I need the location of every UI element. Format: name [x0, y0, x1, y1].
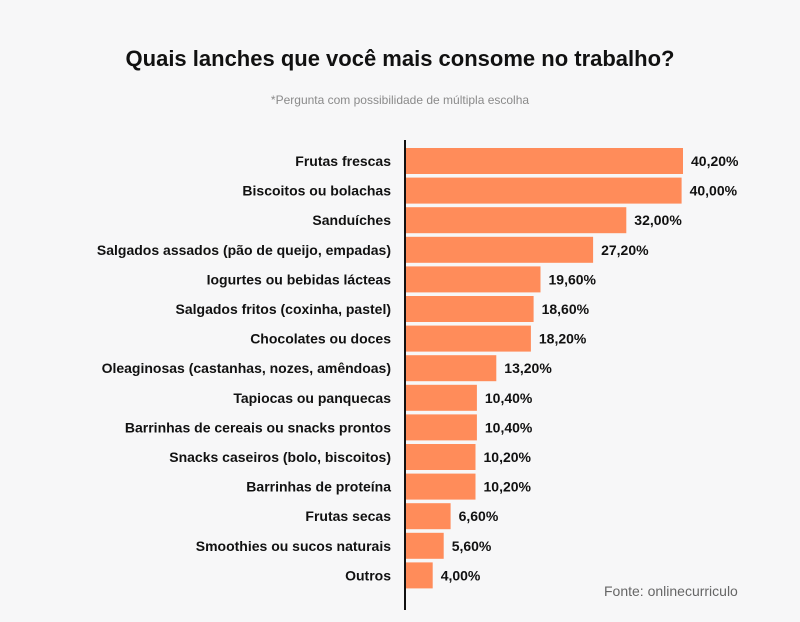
category-label: Iogurtes ou bebidas lácteas	[207, 271, 392, 287]
category-label: Salgados fritos (coxinha, pastel)	[176, 301, 392, 317]
value-label: 6,60%	[459, 508, 499, 524]
value-label: 40,00%	[690, 183, 738, 199]
category-label: Frutas secas	[305, 508, 391, 524]
value-label: 13,20%	[504, 360, 552, 376]
bar	[405, 444, 476, 470]
value-label: 18,60%	[542, 301, 590, 317]
category-label: Tapiocas ou panquecas	[233, 390, 391, 406]
value-label: 27,20%	[601, 242, 649, 258]
category-label: Salgados assados (pão de queijo, empadas…	[97, 242, 391, 258]
category-label: Snacks caseiros (bolo, biscoitos)	[169, 449, 391, 465]
bar	[405, 236, 594, 263]
bar	[405, 325, 531, 352]
bar	[405, 532, 444, 559]
category-label: Oleaginosas (castanhas, nozes, amêndoas)	[102, 360, 391, 376]
value-label: 4,00%	[441, 567, 481, 583]
chart-subtitle: *Pergunta com possibilidade de múltipla …	[270, 93, 530, 107]
category-label: Smoothies ou sucos naturais	[196, 538, 391, 554]
value-label: 10,20%	[484, 479, 532, 495]
category-label: Chocolates ou doces	[250, 331, 391, 347]
category-label: Outros	[345, 567, 391, 583]
bar	[405, 562, 433, 589]
chart-title: Quais lanches que você mais consome no t…	[125, 46, 675, 71]
bar	[405, 355, 497, 382]
bar	[405, 384, 477, 411]
value-label: 10,40%	[485, 390, 533, 406]
bar	[405, 207, 627, 234]
category-label: Barrinhas de proteína	[246, 479, 391, 495]
value-label: 19,60%	[549, 271, 597, 287]
category-label: Frutas frescas	[295, 153, 391, 169]
bar	[405, 177, 682, 204]
bar	[405, 296, 534, 322]
value-label: 40,20%	[691, 153, 739, 169]
value-label: 32,00%	[634, 212, 682, 228]
category-label: Sanduíches	[312, 212, 391, 228]
value-label: 10,40%	[485, 419, 533, 435]
value-label: 5,60%	[452, 538, 492, 554]
source-note: Fonte: onlinecurriculo	[604, 583, 738, 599]
value-label: 18,20%	[539, 331, 587, 347]
category-label: Biscoitos ou bolachas	[242, 183, 391, 199]
bar	[405, 473, 476, 500]
category-label: Barrinhas de cereais ou snacks prontos	[125, 419, 391, 435]
bar	[405, 266, 541, 293]
value-label: 10,20%	[484, 449, 532, 465]
bar	[405, 148, 683, 174]
bar	[405, 414, 477, 441]
bar	[405, 503, 451, 530]
